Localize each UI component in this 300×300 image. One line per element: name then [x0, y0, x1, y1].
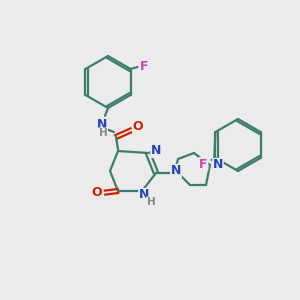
Text: F: F: [199, 158, 208, 170]
Text: H: H: [147, 197, 155, 207]
Text: N: N: [139, 188, 149, 202]
Text: O: O: [133, 121, 143, 134]
Text: H: H: [99, 128, 107, 138]
Text: N: N: [151, 145, 161, 158]
Text: N: N: [213, 158, 223, 172]
Text: N: N: [171, 164, 181, 178]
Text: F: F: [140, 61, 149, 74]
Text: N: N: [97, 118, 107, 130]
Text: O: O: [92, 187, 102, 200]
